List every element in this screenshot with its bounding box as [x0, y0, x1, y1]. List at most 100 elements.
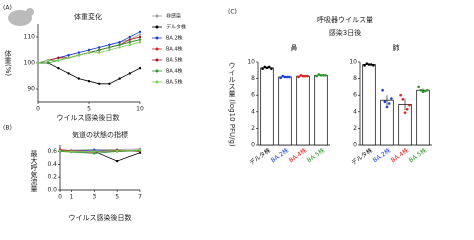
data-point — [288, 75, 291, 79]
y-axis-label: 体重(%) — [4, 49, 12, 76]
data-point — [138, 33, 142, 36]
panel-title: 呼吸器ウイルス量 — [317, 15, 373, 24]
data-point — [321, 73, 325, 77]
x-tick-label: 0 — [36, 106, 40, 113]
data-point — [417, 85, 420, 89]
y-axis-label: ウイルス量 (log10 PFU/g) — [228, 62, 236, 147]
data-point — [267, 65, 271, 69]
data-point — [283, 75, 287, 79]
panel-label: (B) — [3, 125, 12, 132]
data-point — [77, 54, 81, 57]
data-point — [128, 72, 131, 75]
data-point — [70, 150, 73, 153]
data-point — [47, 59, 50, 62]
data-point — [421, 90, 425, 94]
chart-title: 体重変化 — [74, 12, 102, 21]
data-point — [57, 56, 60, 59]
data-point — [118, 41, 121, 44]
data-point — [423, 89, 427, 93]
legend-label: BA.5株 — [166, 57, 183, 64]
legend-label: BA.2株 — [166, 35, 183, 42]
data-point — [401, 98, 405, 101]
bar — [362, 64, 376, 146]
data-point — [36, 61, 40, 65]
data-point — [390, 97, 393, 100]
data-point — [67, 72, 70, 75]
legend-label: デルタ株 — [166, 24, 186, 31]
legend-marker — [155, 25, 159, 29]
legend-label: 非感染 — [166, 13, 181, 20]
data-point — [315, 74, 318, 78]
data-point — [419, 88, 423, 92]
data-point — [108, 48, 111, 52]
y-tick-label: 110 — [24, 34, 36, 41]
bar — [314, 74, 328, 146]
data-point — [138, 41, 142, 44]
data-point — [138, 148, 142, 152]
data-point — [118, 43, 121, 46]
legend-marker — [155, 14, 159, 18]
x-tick-label: BA.4株 — [389, 146, 410, 164]
data-point — [385, 105, 389, 109]
data-point — [263, 65, 267, 69]
data-point — [118, 77, 121, 80]
bar — [416, 89, 430, 146]
legend-marker — [155, 69, 159, 73]
panel-label: (A) — [3, 5, 12, 12]
data-point — [363, 64, 366, 67]
data-point — [47, 61, 50, 65]
data-point — [98, 51, 101, 54]
y-tick-label: 0 — [251, 142, 255, 149]
data-point — [261, 67, 264, 70]
data-point — [281, 74, 285, 78]
data-point — [367, 63, 371, 66]
chart-title: 気道の状態の指標 — [72, 130, 128, 139]
data-point — [285, 75, 289, 79]
data-point — [408, 103, 411, 107]
chart-title: 鼻 — [291, 43, 298, 52]
y-tick-label: 6 — [251, 92, 255, 99]
y-tick-label: 6 — [353, 92, 357, 99]
data-point — [303, 74, 307, 78]
data-point — [399, 93, 402, 97]
data-point — [57, 67, 60, 70]
y-tick-label: 4 — [353, 108, 357, 115]
y-tick-label: 0.6 — [47, 148, 57, 155]
x-tick-label: 3 — [92, 194, 96, 201]
y-tick-label: 2 — [251, 125, 255, 132]
data-point — [138, 30, 142, 33]
legend-marker — [155, 58, 159, 62]
bar — [398, 103, 412, 146]
legend-label: BA.5株 — [166, 79, 183, 86]
data-point — [87, 48, 91, 52]
legend-label: BA.4株 — [166, 68, 183, 75]
hamster-icon — [8, 10, 32, 26]
hamster-icon — [26, 8, 34, 16]
data-point — [87, 51, 91, 54]
y-tick-label: 100 — [24, 60, 36, 67]
data-point — [369, 63, 373, 66]
data-point — [387, 102, 391, 105]
x-tick-label: 5 — [87, 106, 91, 113]
data-point — [98, 82, 101, 86]
legend-label: BA.4株 — [166, 46, 183, 53]
data-point — [306, 74, 309, 78]
data-point — [108, 43, 111, 46]
x-tick-label: 10 — [136, 106, 144, 113]
x-tick-label: BA.4株 — [287, 146, 308, 164]
data-point — [98, 46, 101, 49]
data-point — [87, 80, 91, 83]
data-point — [381, 88, 384, 92]
data-point — [128, 38, 131, 41]
data-point — [115, 149, 119, 152]
data-point — [138, 67, 142, 70]
data-point — [365, 62, 369, 65]
data-point — [77, 51, 81, 54]
y-tick-label: 10 — [247, 59, 255, 66]
y-tick-label: 10 — [349, 59, 357, 66]
y-tick-label: 8 — [251, 75, 255, 82]
series-line — [37, 31, 141, 64]
data-point — [128, 35, 131, 39]
data-point — [128, 41, 131, 44]
data-point — [138, 35, 142, 39]
